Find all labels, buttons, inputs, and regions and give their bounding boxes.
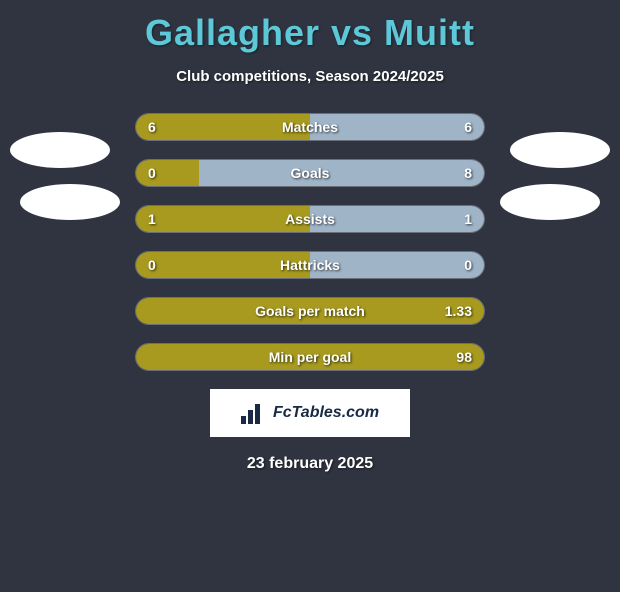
comparison-title: Gallagher vs Muitt [0,12,620,54]
stat-value-right: 0 [464,257,472,273]
stat-value-right: 6 [464,119,472,135]
stat-value-right: 1 [464,211,472,227]
stat-value-right: 98 [456,349,472,365]
stat-bar-row: 1 Assists 1 [135,205,485,233]
stat-bar-fill-right [310,206,484,232]
stat-value-left: 6 [148,119,156,135]
stat-value-right: 1.33 [445,303,472,319]
stat-bar-fill-left [136,206,310,232]
stat-bar-row: Min per goal 98 [135,343,485,371]
stat-bar-row: 6 Matches 6 [135,113,485,141]
stat-bar-fill-left [136,160,199,186]
stat-bar-fill-right [199,160,484,186]
comparison-subtitle: Club competitions, Season 2024/2025 [0,68,620,85]
date-line: 23 february 2025 [0,455,620,473]
stat-label: Goals [291,165,330,181]
bar-chart-icon [241,402,267,424]
fctables-logo-card: FcTables.com [210,389,410,437]
stat-bars-area: 6 Matches 6 0 Goals 8 1 Assists 1 0 Hattricks 0 Goal… [0,113,620,371]
stat-value-left: 1 [148,211,156,227]
stat-label: Hattricks [280,257,340,273]
stat-label: Goals per match [255,303,365,319]
logo-text: FcTables.com [273,404,379,422]
stat-bar-row: Goals per match 1.33 [135,297,485,325]
stat-bar-row: 0 Hattricks 0 [135,251,485,279]
stat-value-left: 0 [148,165,156,181]
stat-bar-row: 0 Goals 8 [135,159,485,187]
stat-label: Assists [285,211,335,227]
stat-label: Min per goal [269,349,351,365]
stat-value-left: 0 [148,257,156,273]
stat-value-right: 8 [464,165,472,181]
stat-label: Matches [282,119,338,135]
